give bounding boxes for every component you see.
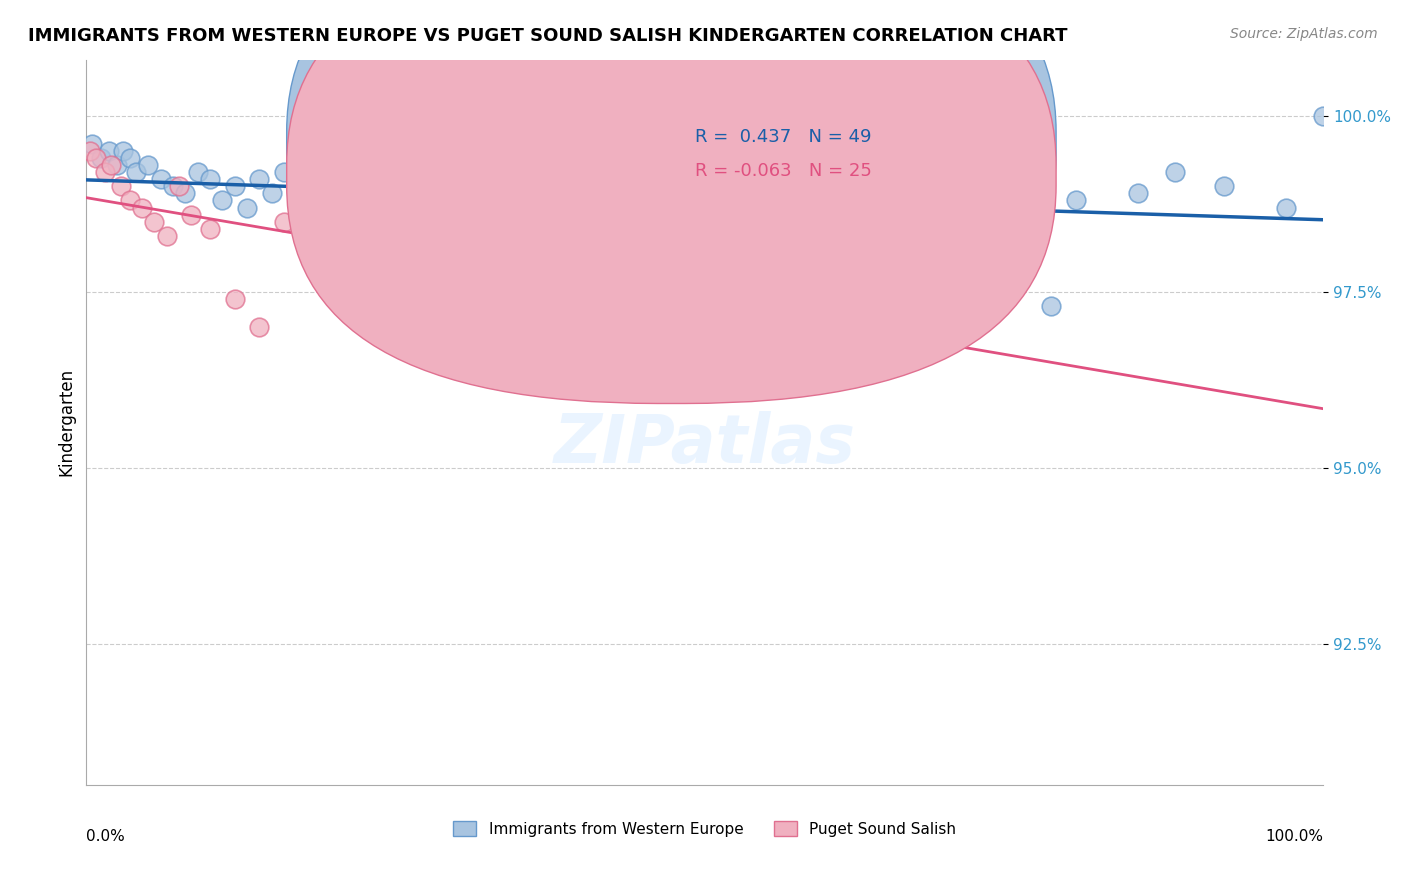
Point: [384, 201, 406, 215]
Point: [298, 235, 321, 250]
Point: [118, 194, 141, 208]
Point: [508, 214, 530, 228]
Point: [143, 214, 166, 228]
Point: [842, 194, 865, 208]
Point: [167, 179, 190, 194]
Point: [1275, 201, 1298, 215]
Y-axis label: Kindergarten: Kindergarten: [58, 368, 75, 476]
Text: Source: ZipAtlas.com: Source: ZipAtlas.com: [1230, 27, 1378, 41]
Point: [508, 179, 530, 194]
Point: [224, 292, 246, 306]
Point: [187, 165, 209, 179]
Point: [84, 151, 107, 165]
Point: [79, 144, 101, 158]
Point: [174, 186, 197, 201]
Point: [273, 165, 295, 179]
Point: [569, 194, 592, 208]
Point: [249, 172, 271, 186]
Point: [273, 214, 295, 228]
Point: [1164, 165, 1187, 179]
Point: [136, 158, 159, 172]
Point: [1002, 250, 1025, 264]
Point: [322, 208, 344, 222]
Point: [131, 201, 153, 215]
Point: [879, 264, 901, 278]
Point: [112, 144, 135, 158]
Point: [249, 320, 271, 334]
Point: [125, 165, 148, 179]
Point: [97, 144, 120, 158]
Point: [471, 172, 494, 186]
Point: [1040, 299, 1063, 313]
Point: [755, 299, 778, 313]
Point: [260, 186, 283, 201]
Text: R =  0.437   N = 49: R = 0.437 N = 49: [695, 128, 872, 146]
Point: [446, 186, 468, 201]
Point: [162, 179, 184, 194]
Point: [90, 151, 112, 165]
Point: [1064, 194, 1087, 208]
Point: [198, 172, 221, 186]
Point: [198, 221, 221, 235]
Point: [224, 179, 246, 194]
Point: [1312, 109, 1334, 123]
Text: ZIPatlas: ZIPatlas: [554, 411, 856, 477]
Point: [236, 201, 259, 215]
Point: [569, 306, 592, 320]
Point: [94, 165, 117, 179]
Point: [941, 208, 963, 222]
Point: [446, 250, 468, 264]
Point: [879, 179, 901, 194]
Point: [156, 228, 179, 243]
Point: [422, 194, 444, 208]
Point: [180, 208, 202, 222]
Text: IMMIGRANTS FROM WESTERN EUROPE VS PUGET SOUND SALISH KINDERGARTEN CORRELATION CH: IMMIGRANTS FROM WESTERN EUROPE VS PUGET …: [28, 27, 1067, 45]
Point: [1213, 179, 1236, 194]
Text: 100.0%: 100.0%: [1265, 829, 1323, 844]
Point: [546, 214, 568, 228]
Point: [211, 194, 233, 208]
Point: [347, 186, 370, 201]
Text: 0.0%: 0.0%: [86, 829, 125, 844]
Point: [817, 186, 839, 201]
Point: [1126, 186, 1149, 201]
Point: [110, 179, 132, 194]
Point: [105, 158, 128, 172]
Point: [631, 172, 654, 186]
Point: [322, 243, 344, 257]
Point: [347, 228, 370, 243]
FancyBboxPatch shape: [287, 0, 1056, 371]
Point: [100, 158, 122, 172]
Point: [118, 151, 141, 165]
FancyBboxPatch shape: [287, 0, 1056, 403]
Point: [755, 221, 778, 235]
Point: [693, 201, 716, 215]
Text: R = -0.063   N = 25: R = -0.063 N = 25: [695, 161, 872, 179]
FancyBboxPatch shape: [637, 114, 1008, 212]
Point: [793, 264, 815, 278]
Point: [82, 137, 104, 152]
Point: [966, 144, 988, 158]
Point: [595, 257, 617, 271]
Point: [149, 172, 172, 186]
Point: [904, 285, 927, 299]
Point: [631, 342, 654, 356]
Legend: Immigrants from Western Europe, Puget Sound Salish: Immigrants from Western Europe, Puget So…: [447, 814, 962, 843]
Point: [285, 179, 308, 194]
Point: [298, 194, 321, 208]
Point: [384, 264, 406, 278]
